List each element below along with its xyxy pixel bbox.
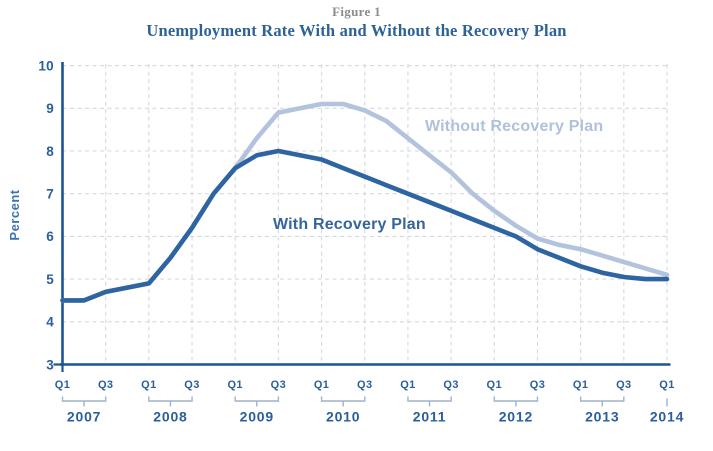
x-year-label: 2012: [499, 409, 533, 425]
figure-number-label: Figure 1: [332, 4, 381, 19]
x-quarter-label: Q1: [141, 379, 156, 391]
y-tick-label: 3: [46, 357, 54, 372]
y-tick-label: 10: [38, 58, 54, 73]
without-recovery-plan-label: Without Recovery Plan: [425, 118, 603, 135]
x-quarter-label: Q1: [573, 379, 588, 391]
year-bracket: [579, 396, 625, 407]
year-bracket: [493, 396, 539, 407]
x-year-label: 2007: [67, 409, 101, 425]
with-recovery-plan-line: [60, 148, 670, 303]
x-quarter-label: Q1: [55, 379, 70, 391]
y-tick-label: 8: [46, 144, 54, 159]
x-year-label: 2013: [585, 409, 619, 425]
year-bracket: [234, 396, 280, 407]
x-year-label: 2011: [413, 409, 447, 425]
y-axis-title: Percent: [7, 189, 22, 240]
y-tick-label: 9: [46, 101, 54, 116]
x-quarter-label: Q3: [98, 379, 113, 391]
x-quarter-label: Q3: [616, 379, 631, 391]
figure-header: Figure 1 Unemployment Rate With and With…: [0, 4, 713, 41]
x-year-label: 2014: [650, 409, 684, 425]
x-quarter-label: Q1: [314, 379, 329, 391]
y-tick-label: 4: [46, 315, 54, 330]
figure-title: Unemployment Rate With and Without the R…: [146, 20, 567, 40]
x-quarter-label: Q1: [227, 379, 242, 391]
year-bracket: [407, 396, 452, 407]
with-recovery-plan-label: With Recovery Plan: [273, 216, 426, 233]
x-quarter-label: Q1: [659, 379, 674, 391]
x-quarter-label: Q1: [487, 379, 502, 391]
x-year-label: 2008: [153, 409, 187, 425]
y-tick-label: 5: [46, 272, 54, 287]
x-year-label: 2009: [240, 409, 274, 425]
y-tick-label: 7: [46, 187, 54, 202]
year-bracket: [61, 396, 107, 407]
x-quarter-label: Q3: [271, 379, 286, 391]
x-quarter-label: Q3: [443, 379, 458, 391]
x-quarter-label: Q3: [530, 379, 545, 391]
x-quarter-label: Q3: [357, 379, 372, 391]
year-bracket: [148, 396, 193, 407]
x-quarter-label: Q3: [184, 379, 199, 391]
year-bracket: [320, 396, 366, 407]
y-tick-label: 6: [46, 229, 54, 244]
x-quarter-label: Q1: [400, 379, 415, 391]
x-year-label: 2010: [326, 409, 360, 425]
